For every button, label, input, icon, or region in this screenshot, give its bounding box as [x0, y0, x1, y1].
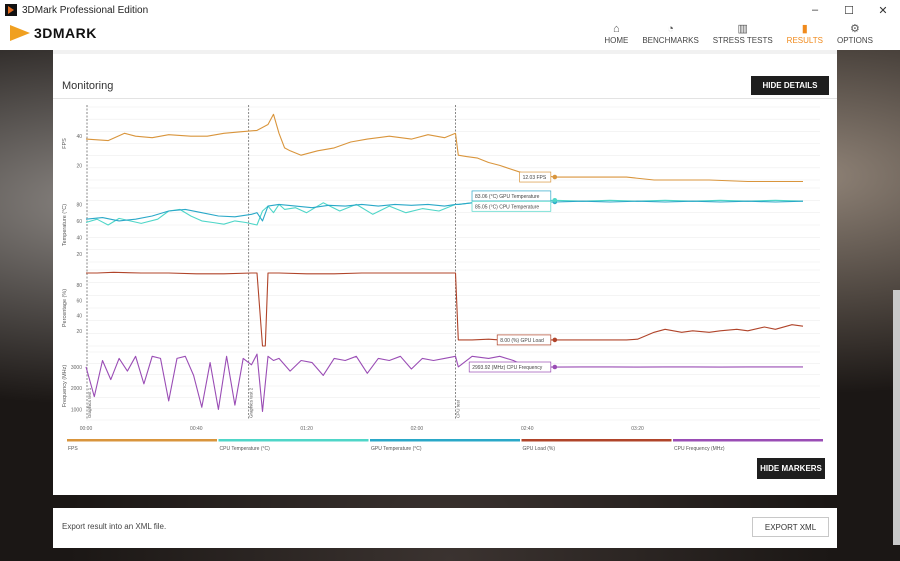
nav-options[interactable]: ⚙ OPTIONS [830, 22, 880, 45]
minimize-button[interactable]: – [811, 3, 819, 16]
nav-benchmarks[interactable]: ◔ BENCHMARKS [635, 22, 705, 45]
app-header: 3DMARK ⌂ HOME ◔ BENCHMARKS ▥ STRESS TEST… [0, 20, 900, 50]
home-icon: ⌂ [613, 23, 620, 35]
speedometer-icon: ◔ [667, 23, 674, 35]
export-description: Export result into an XML file. [62, 522, 167, 531]
hide-markers-button[interactable]: HIDE MARKERS [757, 458, 825, 479]
logo: 3DMARK [10, 25, 97, 41]
window-title: 3DMark Professional Edition [22, 4, 149, 16]
maximize-button[interactable]: ☐ [844, 4, 854, 17]
nav-label: HOME [604, 36, 629, 45]
nav-stress-tests[interactable]: ▥ STRESS TESTS [706, 22, 780, 45]
bars-icon: ▥ [737, 23, 748, 35]
monitoring-panel [53, 50, 837, 495]
export-panel [53, 508, 837, 548]
nav-label: BENCHMARKS [642, 36, 699, 45]
monitoring-title: Monitoring [62, 80, 114, 92]
main-nav: ⌂ HOME ◔ BENCHMARKS ▥ STRESS TESTS ▮ RES… [597, 22, 880, 45]
previous-section-edge [53, 50, 837, 54]
export-xml-button[interactable]: EXPORT XML [752, 517, 829, 537]
window-controls: – ☐ ✕ [798, 4, 900, 17]
scrollbar[interactable] [893, 290, 900, 545]
nav-label: RESULTS [786, 36, 823, 45]
window-titlebar: 3DMark Professional Edition – ☐ ✕ [0, 0, 900, 20]
divider [53, 98, 837, 99]
nav-results[interactable]: ▮ RESULTS [780, 22, 830, 45]
logo-text: 3DMARK [34, 25, 97, 41]
nav-home[interactable]: ⌂ HOME [597, 22, 635, 45]
close-button[interactable]: ✕ [878, 4, 888, 17]
hide-details-button[interactable]: HIDE DETAILS [751, 76, 829, 95]
app-icon [5, 4, 17, 16]
nav-label: STRESS TESTS [712, 36, 773, 45]
gear-icon: ⚙ [850, 23, 860, 35]
nav-label: OPTIONS [836, 36, 873, 45]
results-icon: ▮ [801, 23, 808, 35]
logo-icon [10, 25, 32, 41]
